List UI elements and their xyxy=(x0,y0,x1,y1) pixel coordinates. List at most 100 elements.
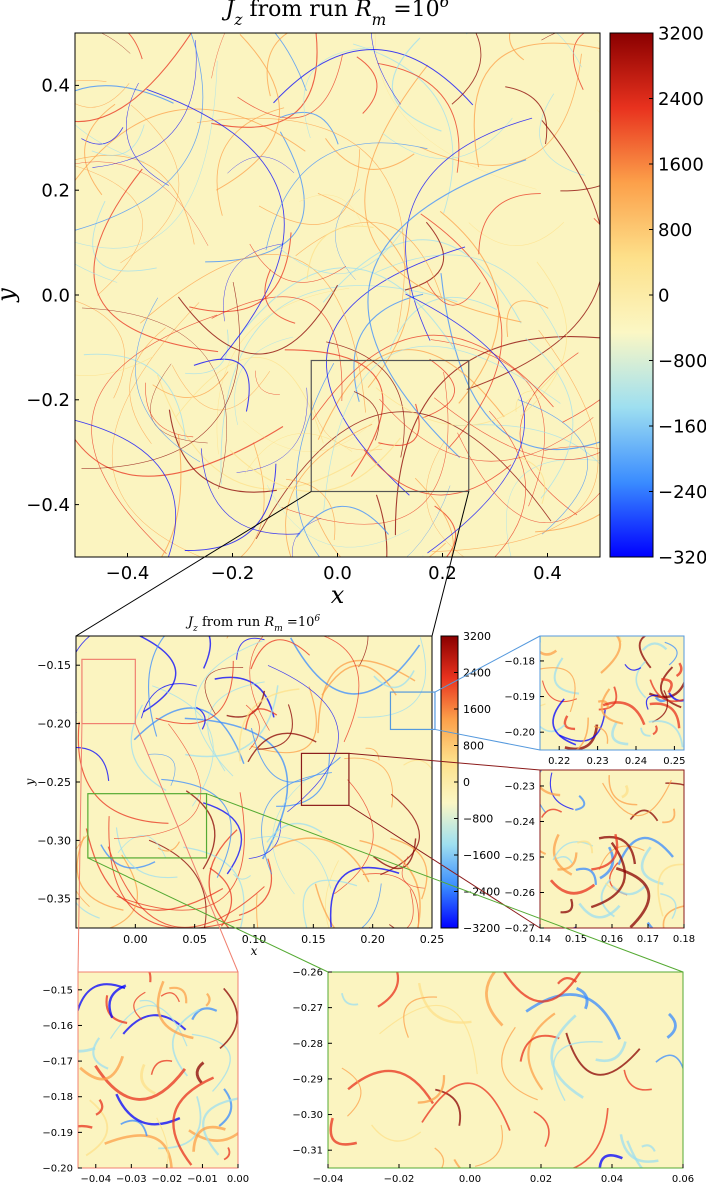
title-part: m xyxy=(274,624,283,634)
current-sheet xyxy=(100,844,156,869)
current-sheet xyxy=(549,772,574,810)
y-tick-label: −0.2 xyxy=(26,390,70,411)
current-sheet xyxy=(322,636,360,743)
current-sheet xyxy=(185,685,279,758)
current-sheet xyxy=(189,232,292,313)
current-sheet xyxy=(312,334,554,421)
colorbar-tick-label: −3200 xyxy=(463,922,500,935)
current-sheet xyxy=(377,62,460,173)
current-sheet xyxy=(183,846,245,928)
current-sheet xyxy=(78,1124,93,1129)
heatmap-image xyxy=(540,636,684,750)
current-sheet xyxy=(250,728,341,783)
current-sheet xyxy=(82,307,227,490)
current-sheet xyxy=(236,387,308,473)
current-sheet xyxy=(76,746,110,781)
x-tick-label: 0.25 xyxy=(663,756,685,767)
current-sheet xyxy=(238,858,272,916)
current-sheet xyxy=(377,972,400,1008)
current-sheet xyxy=(649,679,684,702)
current-sheet xyxy=(325,138,415,170)
current-sheet xyxy=(375,494,388,557)
current-sheet xyxy=(478,193,541,255)
heatmap-image xyxy=(75,33,600,557)
current-sheet xyxy=(76,901,100,919)
current-sheet xyxy=(544,446,600,451)
current-sheet xyxy=(509,33,525,61)
y-tick-label: 0.4 xyxy=(41,76,70,97)
current-sheet xyxy=(289,637,421,695)
current-sheet xyxy=(208,829,238,928)
current-sheet xyxy=(202,636,212,669)
current-sheet xyxy=(502,972,582,1003)
current-sheet xyxy=(211,33,226,79)
current-sheet xyxy=(468,222,564,246)
current-sheet xyxy=(296,505,389,538)
y-tick-label: −0.4 xyxy=(26,495,70,516)
current-sheet xyxy=(223,243,284,322)
current-sheet xyxy=(488,410,526,557)
current-sheet xyxy=(322,239,522,324)
current-sheet xyxy=(525,338,574,499)
current-sheet xyxy=(533,1110,550,1147)
current-sheet xyxy=(417,982,472,1024)
current-sheet xyxy=(364,64,522,323)
current-sheet xyxy=(334,779,374,895)
current-sheet xyxy=(326,341,405,458)
x-tick-label: −0.4 xyxy=(106,563,150,584)
current-sheet xyxy=(553,657,580,695)
current-sheet xyxy=(108,816,242,928)
x-tick-label: 0.23 xyxy=(586,756,608,767)
current-sheet xyxy=(540,667,576,713)
x-tick-label: 0.02 xyxy=(530,1174,552,1182)
current-sheet xyxy=(575,867,597,885)
current-sheet xyxy=(662,905,684,928)
current-sheet xyxy=(116,792,245,911)
current-sheet xyxy=(250,836,332,889)
current-sheet xyxy=(519,352,579,516)
current-sheet xyxy=(371,1124,422,1142)
x-tick-label: 0.25 xyxy=(420,933,445,946)
current-sheet xyxy=(266,822,323,843)
current-sheet xyxy=(572,33,586,90)
current-sheet xyxy=(266,33,289,97)
current-sheet xyxy=(112,302,202,557)
current-sheet xyxy=(306,225,374,280)
current-sheet xyxy=(405,293,525,554)
colorbar-tick-label: 1600 xyxy=(463,703,491,716)
current-sheet xyxy=(352,43,454,214)
current-sheet xyxy=(261,772,332,875)
y-tick-label: −0.19 xyxy=(504,692,535,703)
current-sheet xyxy=(575,717,589,750)
current-sheet xyxy=(501,1026,538,1101)
current-sheet xyxy=(563,715,576,731)
colorbar-tick-label: 3200 xyxy=(463,630,491,643)
current-sheet xyxy=(267,665,339,813)
current-sheet xyxy=(292,518,322,557)
current-sheet xyxy=(274,33,307,91)
current-sheet xyxy=(426,280,481,306)
current-sheet xyxy=(541,680,578,703)
current-sheet xyxy=(250,686,317,754)
current-sheet xyxy=(344,757,394,808)
current-sheet xyxy=(539,93,585,176)
current-sheet xyxy=(95,1099,104,1116)
current-sheet xyxy=(557,852,578,871)
current-sheet xyxy=(75,80,107,82)
y-tick-label: −0.27 xyxy=(292,1003,323,1014)
zoom-box xyxy=(300,752,350,806)
current-sheet xyxy=(645,694,659,710)
zoom-box xyxy=(87,793,208,859)
x-tick-label: −0.02 xyxy=(384,1174,415,1182)
colorbar-tick-label: 1600 xyxy=(658,154,704,175)
current-sheet xyxy=(541,33,557,41)
x-tick-label: 0.10 xyxy=(242,933,267,946)
current-sheet xyxy=(517,456,546,504)
current-sheet xyxy=(75,33,204,231)
current-sheet xyxy=(356,56,378,114)
current-sheet xyxy=(371,33,401,105)
frame xyxy=(327,971,684,1169)
current-sheet xyxy=(575,795,586,811)
zoom-connector xyxy=(87,857,329,973)
frame xyxy=(77,971,239,1169)
